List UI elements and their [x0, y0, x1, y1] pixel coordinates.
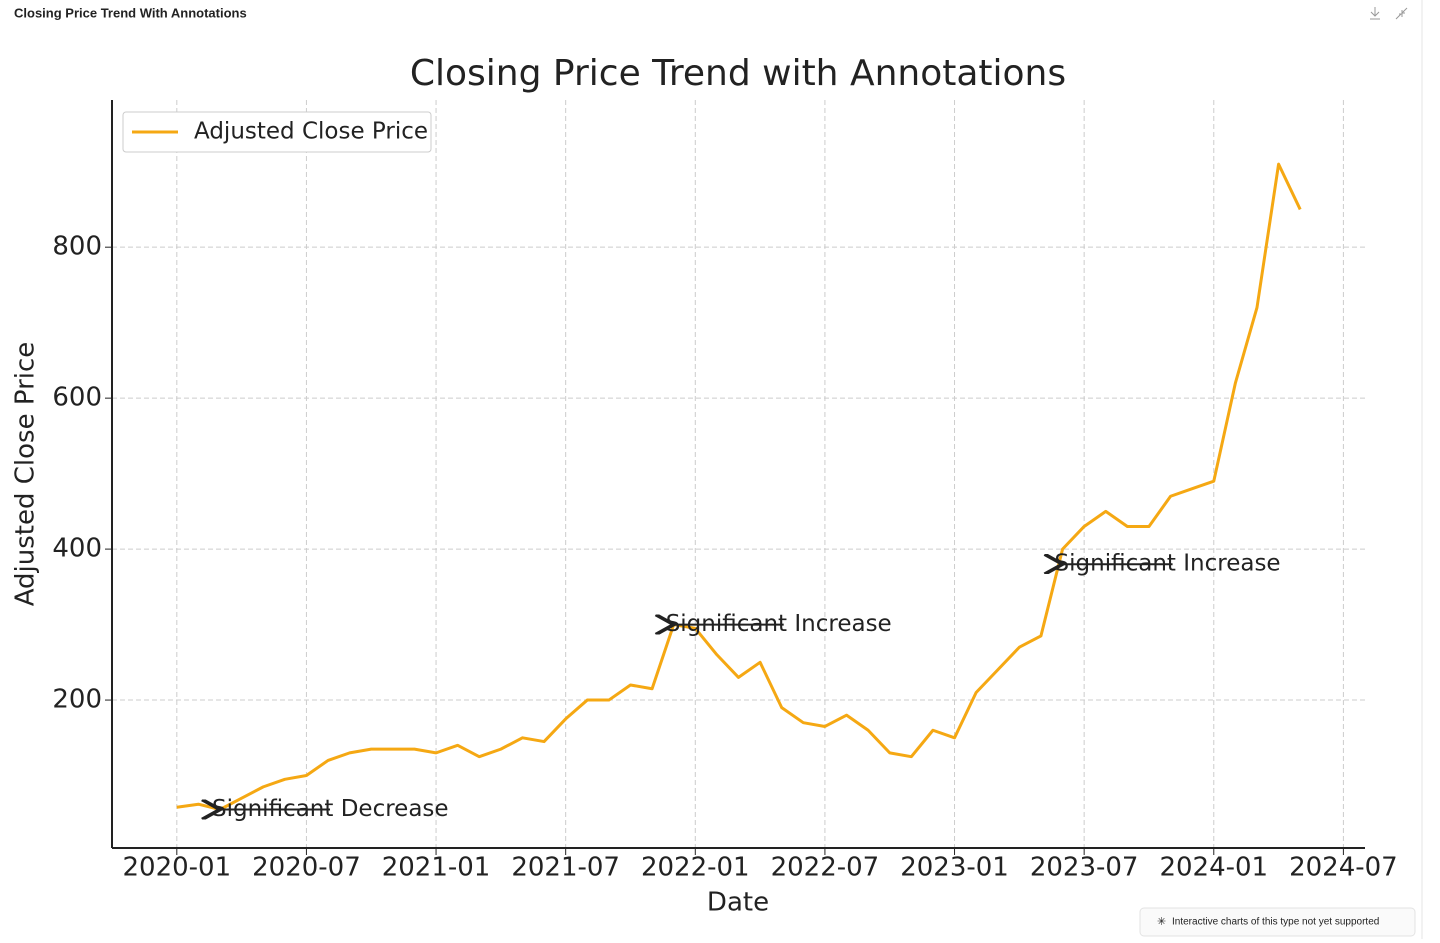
chart-title: Closing Price Trend with Annotations [410, 53, 1066, 94]
legend: Adjusted Close Price [122, 111, 432, 153]
x-tick-label: 2022-01 [641, 853, 750, 883]
y-tick-label: 800 [52, 232, 102, 262]
note-box [1139, 907, 1416, 937]
y-tick-label: 200 [52, 685, 102, 715]
x-tick-label: 2024-01 [1159, 853, 1268, 883]
x-tick-label: 2024-07 [1289, 853, 1398, 883]
header-title: Closing Price Trend With Annotations [14, 5, 247, 20]
y-tick-label: 400 [52, 534, 102, 564]
legend-box [122, 111, 432, 153]
y-axis-label: Adjusted Close Price [11, 342, 41, 607]
x-tick-label: 2021-01 [382, 853, 491, 883]
download-icon[interactable] [1370, 7, 1380, 20]
x-axis-label: Date [707, 888, 769, 918]
y-tick-label: 600 [52, 383, 102, 413]
price-line [176, 162, 1302, 812]
note-text: Interactive charts of this type not yet … [1172, 917, 1379, 928]
x-tick-label: 2022-07 [771, 853, 880, 883]
x-tick-label: 2021-07 [511, 853, 620, 883]
x-tick-label: 2023-07 [1030, 853, 1139, 883]
collapse-icon[interactable] [1395, 7, 1408, 20]
x-tick-label: 2020-07 [252, 853, 361, 883]
plot: 200 400 600 800 2020-01 2020-07 2021-01 2021-07… [52, 100, 1398, 883]
x-tick-label: 2023-01 [900, 853, 1009, 883]
note-icon: ✳ [1157, 915, 1166, 928]
legend-label: Adjusted Close Price [194, 119, 428, 145]
x-tick-label: 2020-01 [122, 853, 231, 883]
